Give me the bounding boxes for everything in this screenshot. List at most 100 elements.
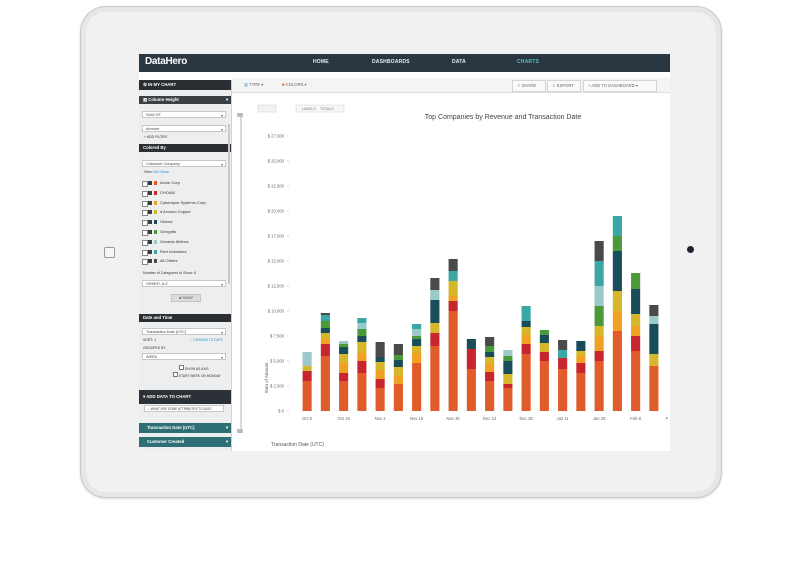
colored-by-header[interactable]: Colored By bbox=[139, 144, 231, 152]
bar-segment[interactable] bbox=[594, 241, 604, 261]
bar-segment[interactable] bbox=[412, 353, 422, 363]
bar-segment[interactable] bbox=[612, 291, 622, 311]
bar-segment[interactable] bbox=[503, 384, 513, 388]
customer-company-select[interactable]: Customer Company ▾ bbox=[142, 160, 226, 167]
drag-handle-icon[interactable] bbox=[142, 230, 148, 236]
bar-segment[interactable] bbox=[576, 373, 586, 411]
checkbox[interactable] bbox=[148, 200, 152, 205]
bar-segment[interactable] bbox=[393, 344, 403, 355]
bar-segment[interactable] bbox=[375, 357, 385, 362]
bar-segment[interactable] bbox=[393, 360, 403, 367]
bar-segment[interactable] bbox=[339, 341, 349, 344]
bar-segment[interactable] bbox=[576, 363, 586, 373]
bar-segment[interactable] bbox=[649, 316, 659, 324]
bar-segment[interactable] bbox=[594, 306, 604, 326]
bar-segment[interactable] bbox=[357, 342, 367, 353]
bar-segment[interactable] bbox=[448, 259, 458, 271]
bar-segment[interactable] bbox=[320, 313, 330, 315]
bar-segment[interactable] bbox=[503, 388, 513, 411]
show-as-axis-checkbox[interactable]: SHOW AS AXIS bbox=[179, 365, 209, 371]
drag-handle-icon[interactable] bbox=[142, 259, 148, 266]
bar-segment[interactable] bbox=[339, 354, 349, 363]
bar-segment[interactable] bbox=[375, 362, 385, 370]
bar-segment[interactable] bbox=[631, 326, 641, 336]
attribute-transaction-date[interactable]: Transaction Date (UTC) ▾ bbox=[139, 423, 231, 433]
bar-segment[interactable] bbox=[357, 336, 367, 342]
bar-segment[interactable] bbox=[521, 327, 531, 335]
bar-segment[interactable] bbox=[539, 361, 549, 411]
bar-segment[interactable] bbox=[485, 337, 495, 346]
bar-segment[interactable] bbox=[339, 344, 349, 347]
column-height-header[interactable]: ▥ Column Height ▾ bbox=[139, 96, 231, 104]
bar-segment[interactable] bbox=[393, 384, 403, 411]
bar-segment[interactable] bbox=[539, 343, 549, 352]
bar-segment[interactable] bbox=[576, 356, 586, 363]
bar-segment[interactable] bbox=[430, 346, 440, 411]
bar-segment[interactable] bbox=[485, 364, 495, 372]
bar-segment[interactable] bbox=[448, 281, 458, 296]
bar-segment[interactable] bbox=[503, 374, 513, 384]
bar-segment[interactable] bbox=[594, 361, 604, 411]
color-swatch[interactable] bbox=[154, 181, 157, 185]
bar-segment[interactable] bbox=[430, 300, 440, 323]
bar-segment[interactable] bbox=[612, 311, 622, 331]
attribute-customer-created[interactable]: Customer Created ▾ bbox=[139, 437, 231, 447]
bar-segment[interactable] bbox=[485, 357, 495, 364]
bar-segment[interactable] bbox=[612, 331, 622, 411]
bar-segment[interactable] bbox=[558, 340, 568, 350]
start-week-monday-checkbox[interactable]: START WEEK ON MONDAY bbox=[173, 372, 221, 378]
bar-segment[interactable] bbox=[485, 346, 495, 352]
bar-segment[interactable] bbox=[558, 369, 568, 411]
home-button[interactable] bbox=[104, 247, 115, 258]
color-swatch[interactable] bbox=[154, 249, 157, 254]
in-my-chart-header[interactable]: ⚙ IN MY CHART bbox=[139, 80, 231, 90]
bar-segment[interactable] bbox=[539, 352, 549, 361]
checkbox[interactable] bbox=[148, 239, 152, 244]
sum-of-select[interactable]: SUM OF ▾ bbox=[142, 111, 226, 118]
company-item[interactable]: All Others bbox=[142, 257, 222, 266]
bar-segment[interactable] bbox=[594, 351, 604, 361]
bar-segment[interactable] bbox=[466, 339, 476, 349]
checkbox[interactable] bbox=[148, 220, 152, 225]
bar-segment[interactable] bbox=[430, 333, 440, 346]
bar-segment[interactable] bbox=[357, 353, 367, 361]
company-item[interactable]: Gringotts bbox=[142, 228, 222, 237]
bar-segment[interactable] bbox=[503, 350, 513, 356]
drag-handle-icon[interactable] bbox=[142, 200, 148, 207]
bar-segment[interactable] bbox=[412, 346, 422, 353]
labels-toggle[interactable]: LABELS bbox=[302, 107, 316, 111]
bar-segment[interactable] bbox=[302, 371, 312, 381]
colors-button[interactable]: ■ COLORS ▾ bbox=[282, 82, 307, 87]
sort-label[interactable]: SORT: ⇩ bbox=[143, 338, 157, 342]
week-select[interactable]: WEEK ▾ bbox=[142, 353, 226, 360]
bar-segment[interactable] bbox=[357, 329, 367, 336]
bar-segment[interactable] bbox=[539, 330, 549, 335]
drag-handle-icon[interactable] bbox=[142, 220, 148, 227]
bar-segment[interactable] bbox=[339, 373, 349, 381]
color-swatch[interactable] bbox=[154, 230, 157, 234]
bar-segment[interactable] bbox=[521, 321, 531, 327]
bar-segment[interactable] bbox=[357, 318, 367, 323]
transaction-date-field[interactable]: Transaction Date (UTC) ▾ bbox=[142, 328, 226, 335]
type-button[interactable]: ▥ TYPE ▾ bbox=[244, 82, 264, 87]
bar-segment[interactable] bbox=[631, 289, 641, 314]
date-and-time-header[interactable]: Date and Time bbox=[139, 314, 231, 322]
drag-handle-icon[interactable] bbox=[142, 239, 148, 246]
bar-segment[interactable] bbox=[485, 352, 495, 357]
color-swatch[interactable] bbox=[154, 220, 157, 225]
bar-segment[interactable] bbox=[320, 356, 330, 411]
company-item[interactable]: Acme Corp bbox=[142, 179, 222, 188]
bar-segment[interactable] bbox=[320, 339, 330, 344]
bar-segment[interactable] bbox=[357, 323, 367, 329]
slider-handle[interactable] bbox=[237, 113, 243, 117]
bar-segment[interactable] bbox=[375, 370, 385, 379]
bar-segment[interactable] bbox=[612, 236, 622, 251]
bar-segment[interactable] bbox=[412, 363, 422, 411]
checkbox[interactable] bbox=[148, 249, 152, 254]
bar-segment[interactable] bbox=[357, 361, 367, 373]
bar-segment[interactable] bbox=[576, 351, 586, 356]
bar-segment[interactable] bbox=[320, 344, 330, 356]
bar-segment[interactable] bbox=[393, 376, 403, 384]
bar-segment[interactable] bbox=[631, 273, 641, 289]
bar-segment[interactable] bbox=[393, 355, 403, 360]
